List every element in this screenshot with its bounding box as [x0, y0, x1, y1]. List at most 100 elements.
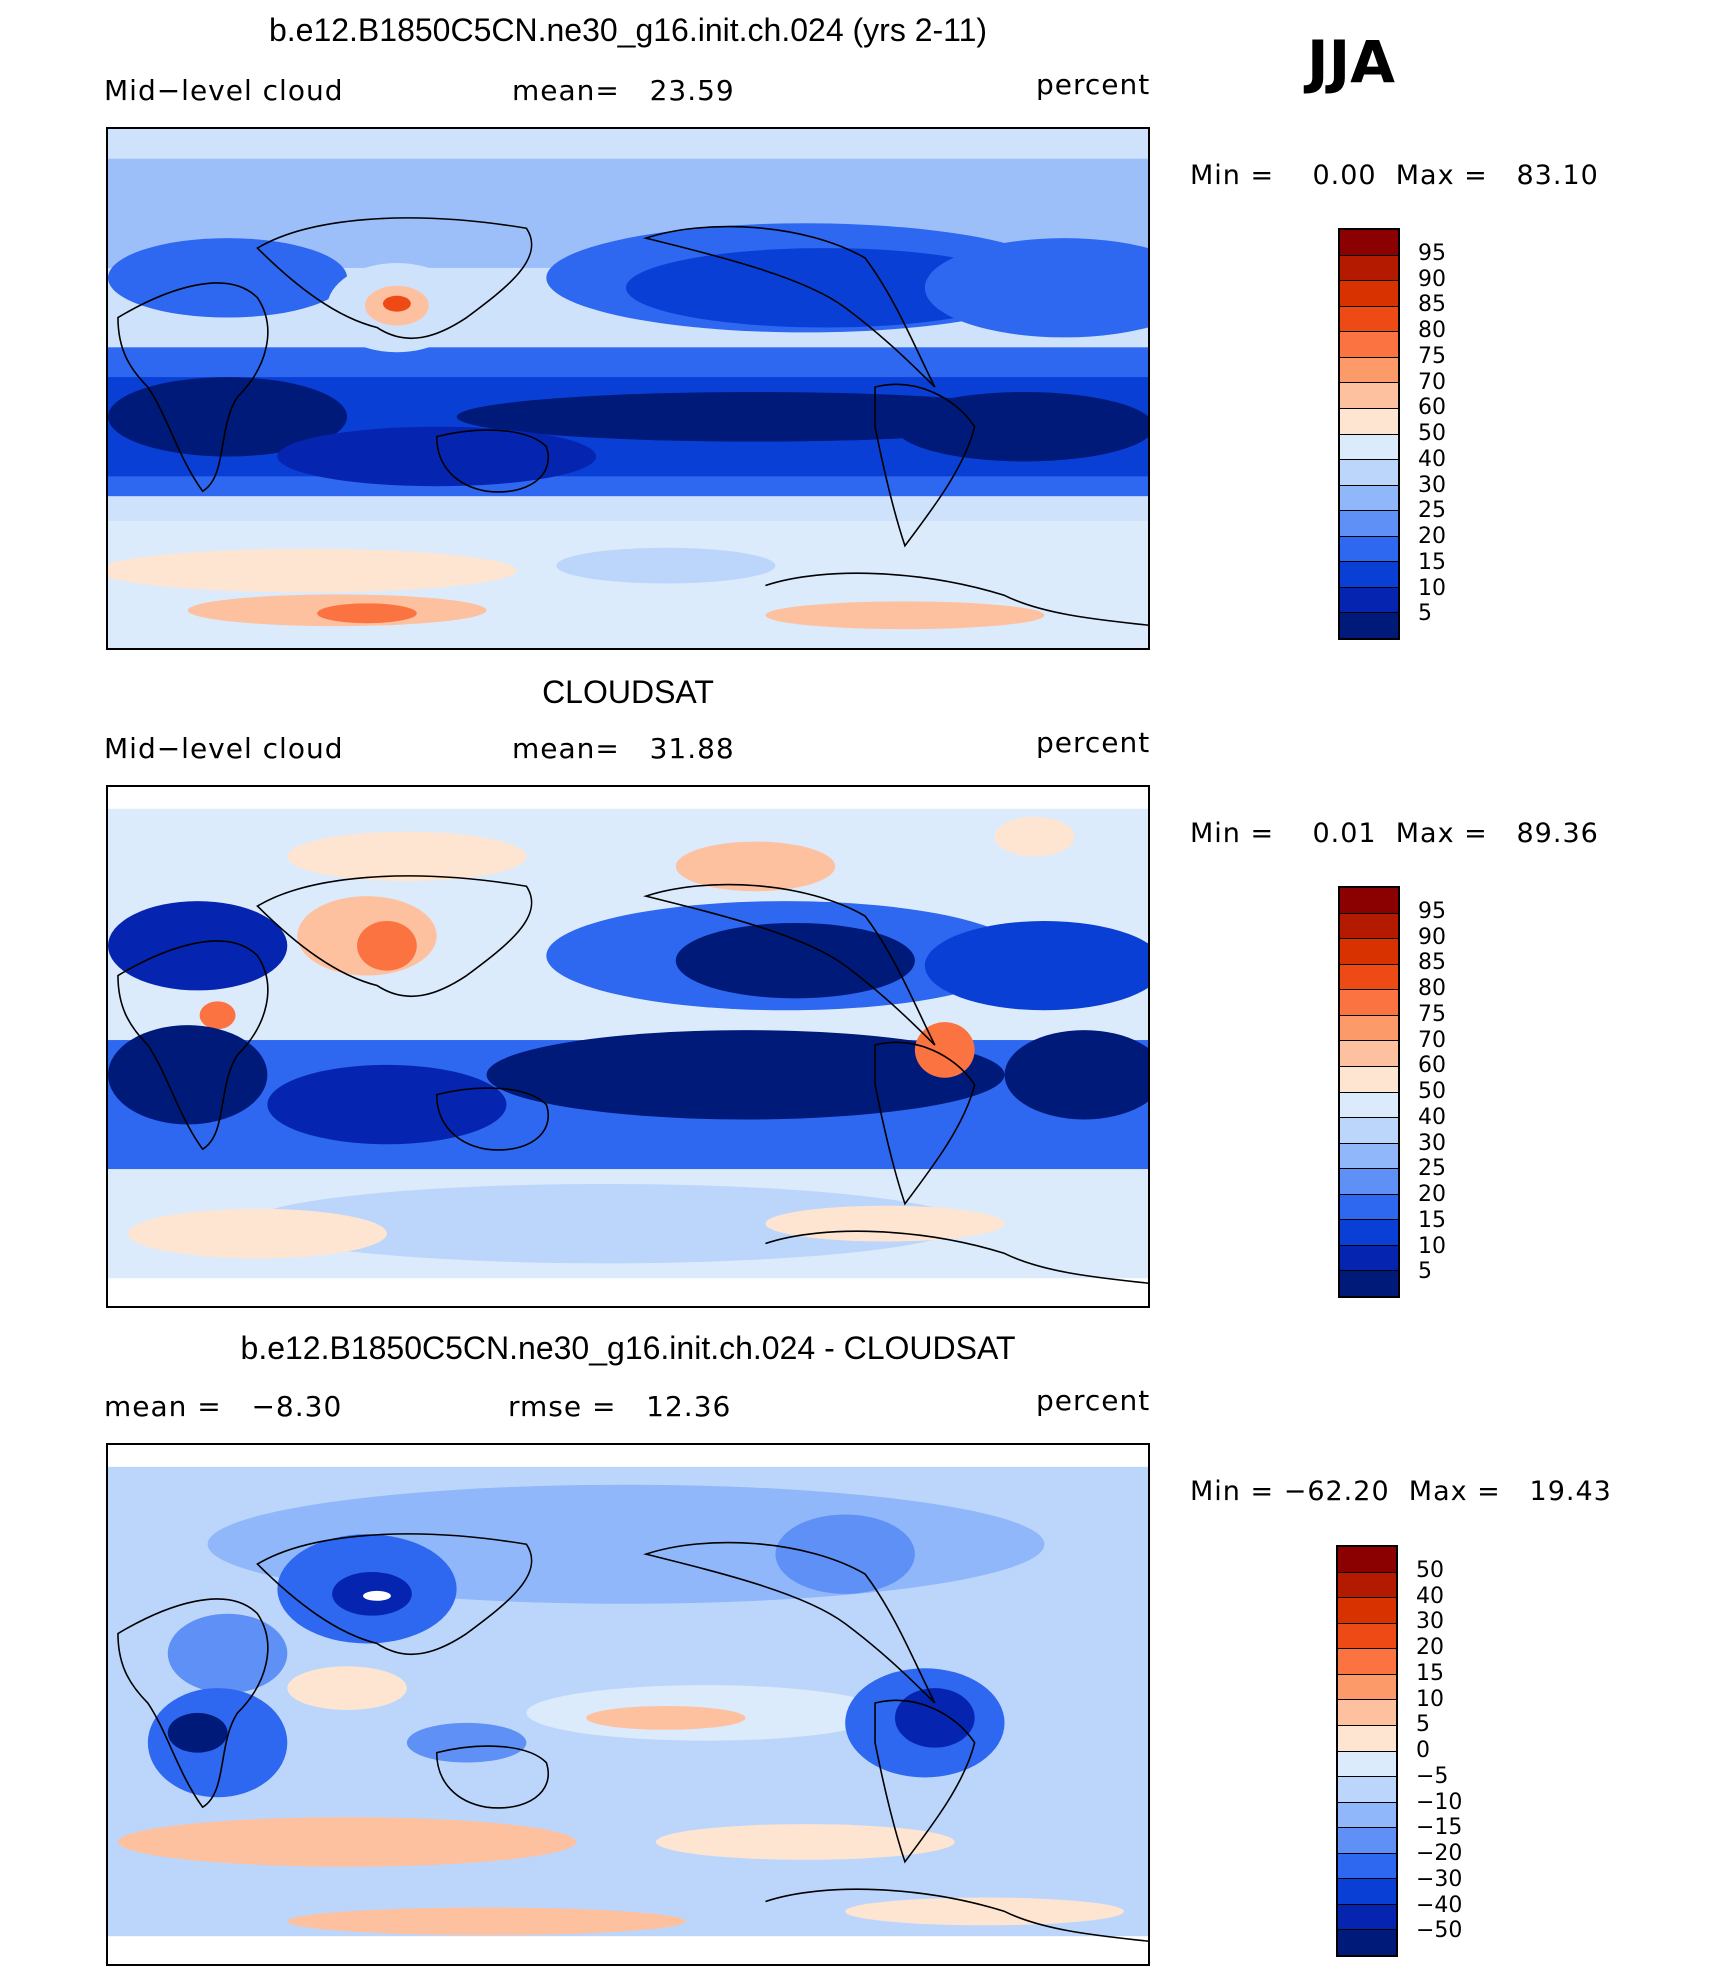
colorbar-swatch: [1338, 1904, 1396, 1931]
colorbar-tick-label: 80: [1418, 318, 1446, 343]
colorbar-swatch: [1340, 255, 1398, 282]
units-label: percent: [1036, 1384, 1151, 1417]
colorbar-swatch: [1340, 613, 1398, 638]
colorbar-swatch: [1338, 1930, 1396, 1955]
colorbar-swatch: [1340, 1220, 1398, 1246]
colorbar-swatch: [1340, 1041, 1398, 1067]
field-label: Mid−level cloud: [104, 732, 344, 765]
colorbar-tick-label: −5: [1416, 1763, 1449, 1789]
colorbar-tick-label: 30: [1418, 1130, 1446, 1156]
colorbar-swatch: [1340, 888, 1398, 914]
colorbar-swatch: [1338, 1598, 1396, 1624]
colorbar-swatch: [1340, 1194, 1398, 1221]
colorbar-swatch: [1340, 939, 1398, 965]
mean-label: mean = −8.30: [104, 1390, 343, 1423]
colorbar-tick-label: 90: [1418, 924, 1446, 950]
colorbar-tick-label: 85: [1418, 292, 1446, 318]
colorbar-swatch: [1340, 1143, 1398, 1170]
colorbar-tick-label: 15: [1418, 549, 1446, 575]
colorbar-tick-label: 10: [1418, 575, 1446, 601]
colorbar-tick-label: 10: [1418, 1233, 1446, 1259]
colorbar-swatch: [1338, 1879, 1396, 1905]
colorbar-swatch: [1340, 460, 1398, 486]
colorbar: [1338, 228, 1400, 640]
colorbar-swatch: [1340, 1118, 1398, 1144]
colorbar-swatch: [1340, 536, 1398, 563]
colorbar-swatch: [1340, 357, 1398, 384]
colorbar-tick-label: 10: [1416, 1686, 1444, 1712]
season-label: JJA: [1307, 28, 1396, 96]
colorbar-tick-label: −15: [1416, 1815, 1463, 1841]
colorbar-tick-label: 60: [1418, 395, 1446, 421]
colorbar-swatch: [1340, 408, 1398, 435]
colorbar-tick-label: −50: [1416, 1918, 1463, 1944]
colorbar-tick-label: 30: [1416, 1609, 1444, 1635]
colorbar-swatch: [1340, 1245, 1398, 1272]
colorbar-swatch: [1340, 913, 1398, 940]
colorbar-tick-label: 15: [1418, 1207, 1446, 1233]
colorbar-swatch: [1340, 306, 1398, 333]
cloud-map: [106, 127, 1150, 650]
colorbar-tick-label: 5: [1418, 1259, 1432, 1285]
colorbar-tick-label: 50: [1418, 421, 1446, 446]
colorbar-tick-label: 70: [1418, 369, 1446, 395]
colorbar-swatch: [1338, 1725, 1396, 1752]
colorbar-swatch: [1340, 1271, 1398, 1296]
units-label: percent: [1036, 726, 1151, 759]
map-field: [108, 1445, 1148, 1964]
colorbar-swatch: [1340, 383, 1398, 409]
colorbar-tick-label: 95: [1418, 240, 1446, 266]
cloud-map: [106, 785, 1150, 1308]
colorbar-tick-label: 50: [1418, 1079, 1446, 1104]
colorbar-swatch: [1340, 511, 1398, 537]
colorbar-swatch: [1340, 1169, 1398, 1195]
colorbar-tick-label: −30: [1416, 1866, 1463, 1892]
field-label: Mid−level cloud: [104, 74, 344, 107]
colorbar-swatch: [1340, 587, 1398, 614]
colorbar-swatch: [1340, 281, 1398, 307]
colorbar-tick-label: 50: [1416, 1557, 1444, 1583]
colorbar-tick-label: 40: [1418, 1104, 1446, 1130]
mean-label: mean= 31.88: [512, 732, 735, 765]
colorbar-tick-label: 40: [1416, 1583, 1444, 1609]
colorbar-swatch: [1340, 230, 1398, 256]
colorbar: [1338, 886, 1400, 1298]
colorbar-swatch: [1338, 1700, 1396, 1726]
colorbar-swatch: [1338, 1623, 1396, 1650]
colorbar-tick-label: 75: [1418, 343, 1446, 369]
panel-title: CLOUDSAT: [542, 674, 714, 710]
colorbar-tick-label: 75: [1418, 1001, 1446, 1027]
difference-map: [106, 1443, 1150, 1966]
panel-title: b.e12.B1850C5CN.ne30_g16.init.ch.024 - C…: [240, 1330, 1016, 1366]
colorbar-swatch: [1340, 562, 1398, 588]
colorbar-tick-label: 80: [1418, 976, 1446, 1001]
colorbar-swatch: [1340, 332, 1398, 358]
colorbar-tick-label: 15: [1416, 1660, 1444, 1686]
colorbar-swatch: [1338, 1777, 1396, 1803]
colorbar-tick-label: 60: [1418, 1053, 1446, 1079]
colorbar-swatch: [1338, 1853, 1396, 1880]
min-max-label: Min = 0.01 Max = 89.36: [1190, 818, 1599, 849]
colorbar-tick-label: 30: [1418, 472, 1446, 498]
colorbar-swatch: [1340, 434, 1398, 461]
colorbar-labels: 95 90 85 80 75 70 60 50 40 30 25 20 15 10 5: [1418, 228, 1538, 640]
colorbar-tick-label: 5: [1418, 601, 1432, 627]
colorbar-tick-label: 20: [1416, 1635, 1444, 1660]
colorbar-tick-label: 25: [1418, 1156, 1446, 1182]
colorbar-swatch: [1338, 1802, 1396, 1829]
colorbar-tick-label: 40: [1418, 446, 1446, 472]
colorbar-swatch: [1340, 1066, 1398, 1093]
colorbar-swatch: [1338, 1828, 1396, 1854]
units-label: percent: [1036, 68, 1151, 101]
min-max-label: Min = 0.00 Max = 83.10: [1190, 160, 1599, 191]
colorbar-labels: 95 90 85 80 75 70 60 50 40 30 25 20 15 10 5: [1418, 886, 1538, 1298]
colorbar-tick-label: 20: [1418, 524, 1446, 549]
panel-title: b.e12.B1850C5CN.ne30_g16.init.ch.024 (yr…: [268, 12, 988, 48]
colorbar-swatch: [1338, 1649, 1396, 1675]
colorbar-swatch: [1338, 1751, 1396, 1778]
colorbar-tick-label: 0: [1416, 1738, 1430, 1763]
colorbar: [1336, 1545, 1398, 1957]
colorbar-swatch: [1338, 1547, 1396, 1573]
colorbar-swatch: [1340, 964, 1398, 991]
colorbar-tick-label: −10: [1416, 1789, 1463, 1815]
